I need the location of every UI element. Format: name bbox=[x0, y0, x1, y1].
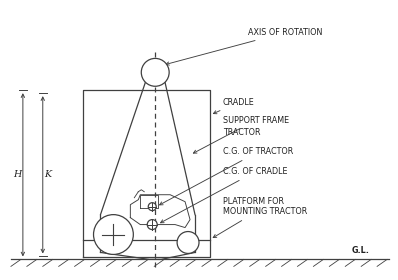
Text: H: H bbox=[13, 170, 21, 179]
Text: CRADLE: CRADLE bbox=[213, 98, 255, 114]
Circle shape bbox=[147, 220, 157, 230]
Circle shape bbox=[177, 232, 199, 253]
Circle shape bbox=[148, 203, 156, 211]
Text: TRACTOR: TRACTOR bbox=[223, 127, 260, 137]
Text: C.G. OF CRADLE: C.G. OF CRADLE bbox=[160, 167, 287, 223]
Circle shape bbox=[94, 215, 133, 255]
Circle shape bbox=[141, 59, 169, 86]
Text: AXIS OF ROTATION: AXIS OF ROTATION bbox=[166, 28, 322, 65]
Text: SUPPORT FRAME: SUPPORT FRAME bbox=[193, 116, 289, 153]
Text: PLATFORM FOR
MOUNTING TRACTOR: PLATFORM FOR MOUNTING TRACTOR bbox=[213, 197, 307, 237]
Text: G.L.: G.L. bbox=[351, 246, 369, 255]
Text: C.G. OF TRACTOR: C.G. OF TRACTOR bbox=[160, 148, 293, 205]
Text: K: K bbox=[44, 170, 51, 179]
